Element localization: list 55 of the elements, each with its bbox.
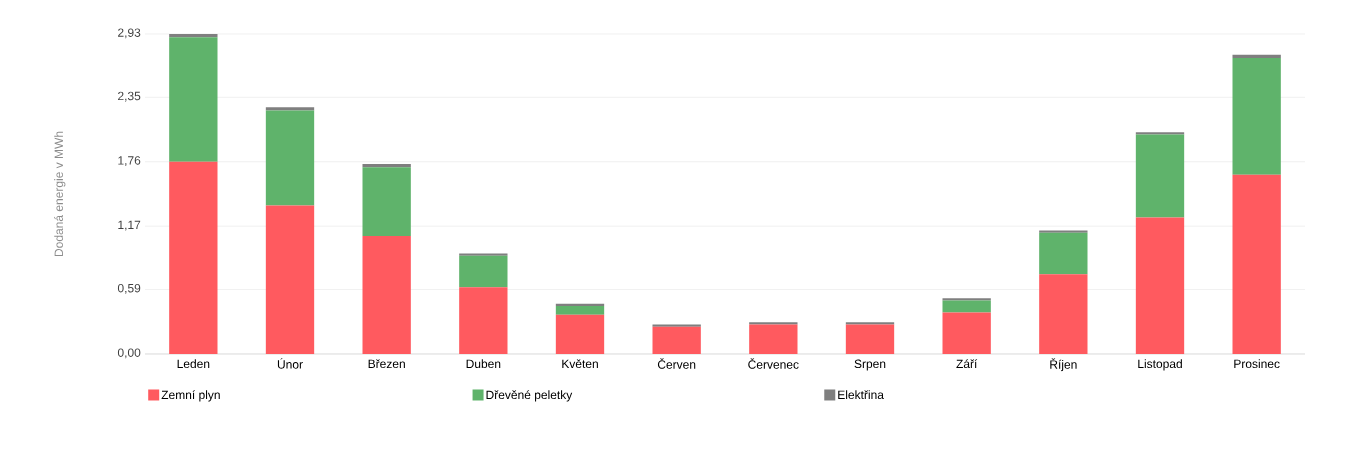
bar (942, 312, 991, 354)
bar (459, 287, 508, 354)
bar (1232, 54, 1281, 58)
x-tick-label: Leden (177, 359, 210, 369)
legend-label: Elektřina (838, 390, 884, 400)
x-tick-label: Říjen (1050, 358, 1077, 372)
legend-label: Dřevěné peletky (486, 390, 573, 402)
x-tick-label: Červenec (748, 358, 799, 369)
bar (942, 300, 991, 313)
y-tick-label: 0,00 (117, 348, 141, 359)
x-tick-label: Červen (657, 358, 696, 369)
bar (555, 305, 605, 315)
bar (555, 314, 605, 354)
x-tick-label: Únor (277, 358, 303, 369)
bar (749, 324, 798, 354)
bar (265, 205, 315, 354)
bar (1039, 232, 1088, 275)
x-tick-label: Květen (562, 359, 598, 369)
bar (652, 326, 701, 354)
bar (362, 167, 411, 237)
bar (1232, 57, 1281, 175)
x-tick-label: Srpen (854, 359, 886, 371)
bar (265, 110, 315, 206)
bar (1232, 174, 1281, 354)
bar (459, 255, 508, 288)
bar (169, 161, 218, 354)
x-tick-label: Listopad (1138, 359, 1182, 371)
y-tick-label: 1,76 (118, 156, 141, 167)
bar (652, 324, 701, 327)
bar (362, 236, 411, 354)
x-tick-label: Prosinec (1234, 359, 1280, 369)
y-tick-label: 1,17 (118, 220, 141, 231)
bar (1135, 132, 1185, 135)
bar (265, 107, 315, 111)
bar (749, 322, 798, 325)
y-tick-label: 2,93 (118, 28, 141, 39)
bar (1135, 217, 1185, 354)
bar (845, 324, 895, 354)
bar (1039, 274, 1088, 354)
x-tick-label: Září (956, 359, 978, 369)
bar (942, 298, 991, 301)
bar (362, 163, 411, 168)
y-tick-label: 2,35 (118, 91, 141, 102)
y-tick-label: 0,59 (117, 283, 141, 294)
bar (169, 37, 218, 162)
x-tick-label: Březen (368, 359, 405, 369)
bar (845, 322, 895, 325)
y-axis-title: Dodaná energie v MWh (54, 131, 66, 257)
x-tick-label: Duben (466, 359, 501, 369)
legend-label: Zemní plyn (161, 390, 220, 402)
bar (459, 253, 508, 256)
bar (1039, 230, 1088, 233)
bar (1135, 134, 1185, 218)
bar (169, 33, 218, 38)
bar (555, 303, 605, 306)
